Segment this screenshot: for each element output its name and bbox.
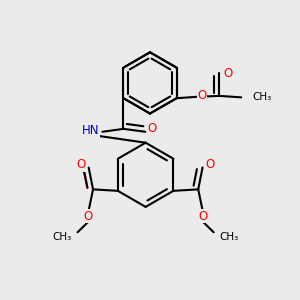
Text: HN: HN xyxy=(82,124,100,137)
Text: CH₃: CH₃ xyxy=(220,232,239,242)
Text: O: O xyxy=(223,67,232,80)
Text: O: O xyxy=(199,210,208,223)
Text: O: O xyxy=(147,122,156,135)
Text: O: O xyxy=(205,158,214,171)
Text: CH₃: CH₃ xyxy=(252,92,272,102)
Text: O: O xyxy=(77,158,86,171)
Text: CH₃: CH₃ xyxy=(52,232,72,242)
Text: O: O xyxy=(197,88,206,101)
Text: O: O xyxy=(83,210,93,223)
